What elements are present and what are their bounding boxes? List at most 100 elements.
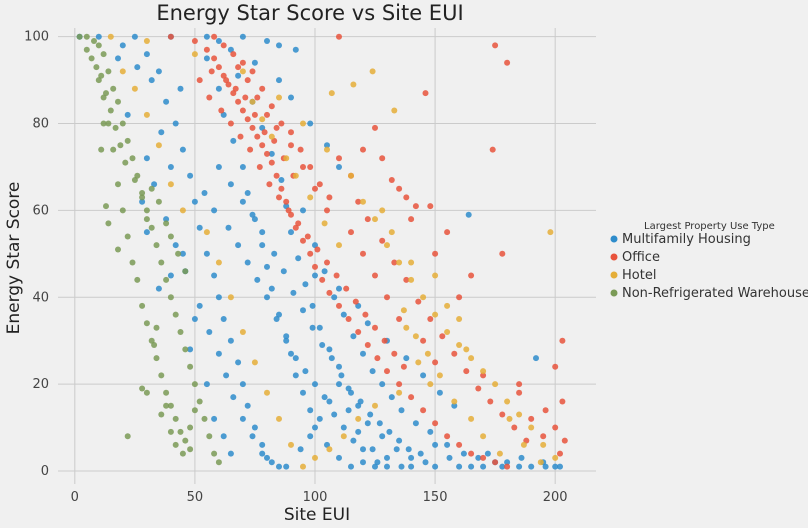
data-point	[283, 333, 290, 340]
data-point	[148, 185, 155, 192]
data-point	[211, 55, 218, 62]
data-point	[115, 246, 121, 253]
data-point	[151, 181, 158, 188]
data-point	[239, 68, 246, 75]
data-point	[124, 111, 131, 118]
data-point	[172, 120, 179, 127]
data-point	[239, 415, 246, 422]
data-point	[326, 289, 333, 296]
legend-label: Hotel	[622, 268, 656, 283]
data-point	[215, 459, 222, 466]
data-point	[203, 55, 210, 62]
data-point	[309, 302, 316, 309]
data-point	[386, 428, 393, 435]
x-tick-label: 150	[423, 490, 448, 505]
data-point	[254, 94, 261, 101]
data-point	[244, 77, 251, 84]
data-point	[227, 181, 234, 188]
data-point	[326, 398, 333, 405]
data-point	[227, 294, 234, 301]
data-point	[528, 415, 535, 422]
data-point	[119, 120, 126, 127]
data-point	[276, 463, 282, 470]
data-point	[124, 137, 131, 144]
data-point	[264, 111, 270, 118]
data-point	[504, 398, 511, 405]
data-point	[436, 389, 443, 396]
data-point	[420, 337, 427, 344]
data-point	[533, 355, 539, 362]
data-point	[139, 302, 146, 309]
data-point	[300, 120, 306, 127]
data-point	[211, 207, 218, 214]
data-point	[95, 33, 102, 40]
legend: Largest Property Use Type Multifamily Ho…	[610, 221, 808, 301]
data-point	[273, 172, 280, 179]
data-point	[364, 320, 371, 327]
data-point	[307, 250, 314, 257]
data-point	[372, 272, 378, 279]
data-point	[215, 350, 222, 357]
data-point	[177, 329, 184, 335]
data-point	[203, 250, 210, 257]
data-point	[227, 46, 234, 53]
data-point	[516, 389, 523, 396]
data-point	[302, 281, 309, 288]
data-point	[167, 33, 174, 40]
legend-marker	[610, 271, 618, 279]
data-point	[179, 146, 186, 153]
data-point	[196, 77, 203, 84]
data-point	[451, 398, 458, 405]
data-point	[388, 177, 395, 183]
data-point	[143, 207, 150, 214]
data-point	[559, 337, 566, 344]
data-point	[427, 316, 434, 322]
data-point	[307, 164, 314, 170]
data-point	[163, 98, 170, 105]
data-point	[348, 229, 354, 236]
data-point	[436, 372, 443, 379]
data-point	[105, 220, 112, 227]
data-point	[528, 463, 535, 470]
data-point	[372, 124, 378, 131]
data-point	[312, 424, 318, 431]
y-tick-label: 60	[32, 203, 49, 218]
data-point	[396, 316, 403, 322]
data-point	[465, 211, 472, 218]
data-point	[496, 450, 503, 457]
data-point	[244, 402, 251, 409]
data-point	[391, 350, 398, 357]
data-point	[420, 372, 427, 379]
data-point	[348, 172, 354, 179]
data-point	[312, 263, 318, 270]
data-point	[155, 285, 162, 292]
data-point	[355, 329, 362, 335]
data-point	[516, 381, 523, 388]
data-point	[220, 42, 227, 49]
data-point	[468, 450, 475, 457]
data-point	[288, 142, 294, 149]
data-point	[388, 394, 395, 401]
data-point	[215, 294, 222, 301]
data-point	[283, 198, 290, 205]
data-point	[314, 246, 321, 253]
data-point	[391, 107, 398, 114]
x-tick-label: 100	[303, 490, 328, 505]
data-point	[191, 198, 198, 205]
data-point	[268, 150, 275, 157]
data-point	[403, 276, 410, 283]
data-point	[206, 329, 213, 335]
data-point	[456, 463, 463, 470]
data-point	[175, 250, 182, 257]
data-point	[211, 272, 218, 279]
data-point	[444, 433, 451, 440]
data-point	[112, 124, 119, 131]
data-point	[239, 59, 246, 66]
data-point	[451, 350, 458, 357]
data-point	[100, 120, 107, 127]
data-point	[460, 450, 467, 457]
data-point	[223, 77, 230, 84]
data-point	[360, 250, 366, 257]
data-point	[103, 203, 109, 210]
data-point	[324, 207, 330, 214]
